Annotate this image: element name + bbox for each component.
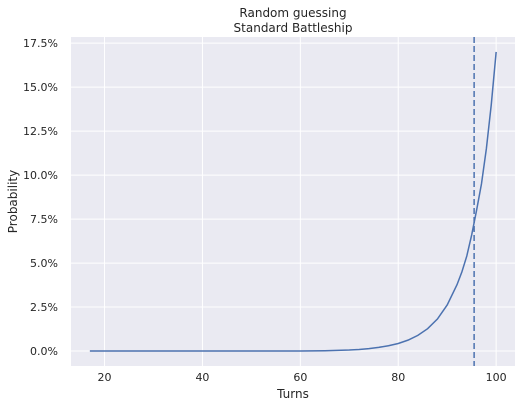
x-tick-label: 80 [391, 371, 405, 384]
chart-title: Random guessing [239, 6, 346, 20]
y-tick-label: 15.0% [23, 81, 58, 94]
y-tick-label: 17.5% [23, 37, 58, 50]
y-tick-label: 0.0% [30, 345, 58, 358]
x-tick-label: 20 [98, 371, 112, 384]
y-tick-label: 2.5% [30, 301, 58, 314]
y-gridlines [71, 42, 515, 352]
y-tick-labels: 0.0% 2.5% 5.0% 7.5% 10.0% 12.5% 15.0% 17.5% [23, 37, 58, 358]
x-gridlines [104, 37, 497, 366]
y-tick-label: 7.5% [30, 213, 58, 226]
plot-background [71, 37, 515, 366]
y-tick-label: 10.0% [23, 169, 58, 182]
x-tick-label: 40 [195, 371, 209, 384]
y-axis-label: Probability [6, 170, 20, 233]
y-tick-label: 12.5% [23, 125, 58, 138]
chart-subtitle: Standard Battleship [234, 21, 353, 35]
y-tick-label: 5.0% [30, 257, 58, 270]
x-tick-label: 100 [486, 371, 507, 384]
x-tick-labels: 20 40 60 80 100 [98, 371, 507, 384]
x-tick-label: 60 [293, 371, 307, 384]
probability-line [89, 51, 497, 352]
x-axis-label: Turns [276, 387, 309, 401]
